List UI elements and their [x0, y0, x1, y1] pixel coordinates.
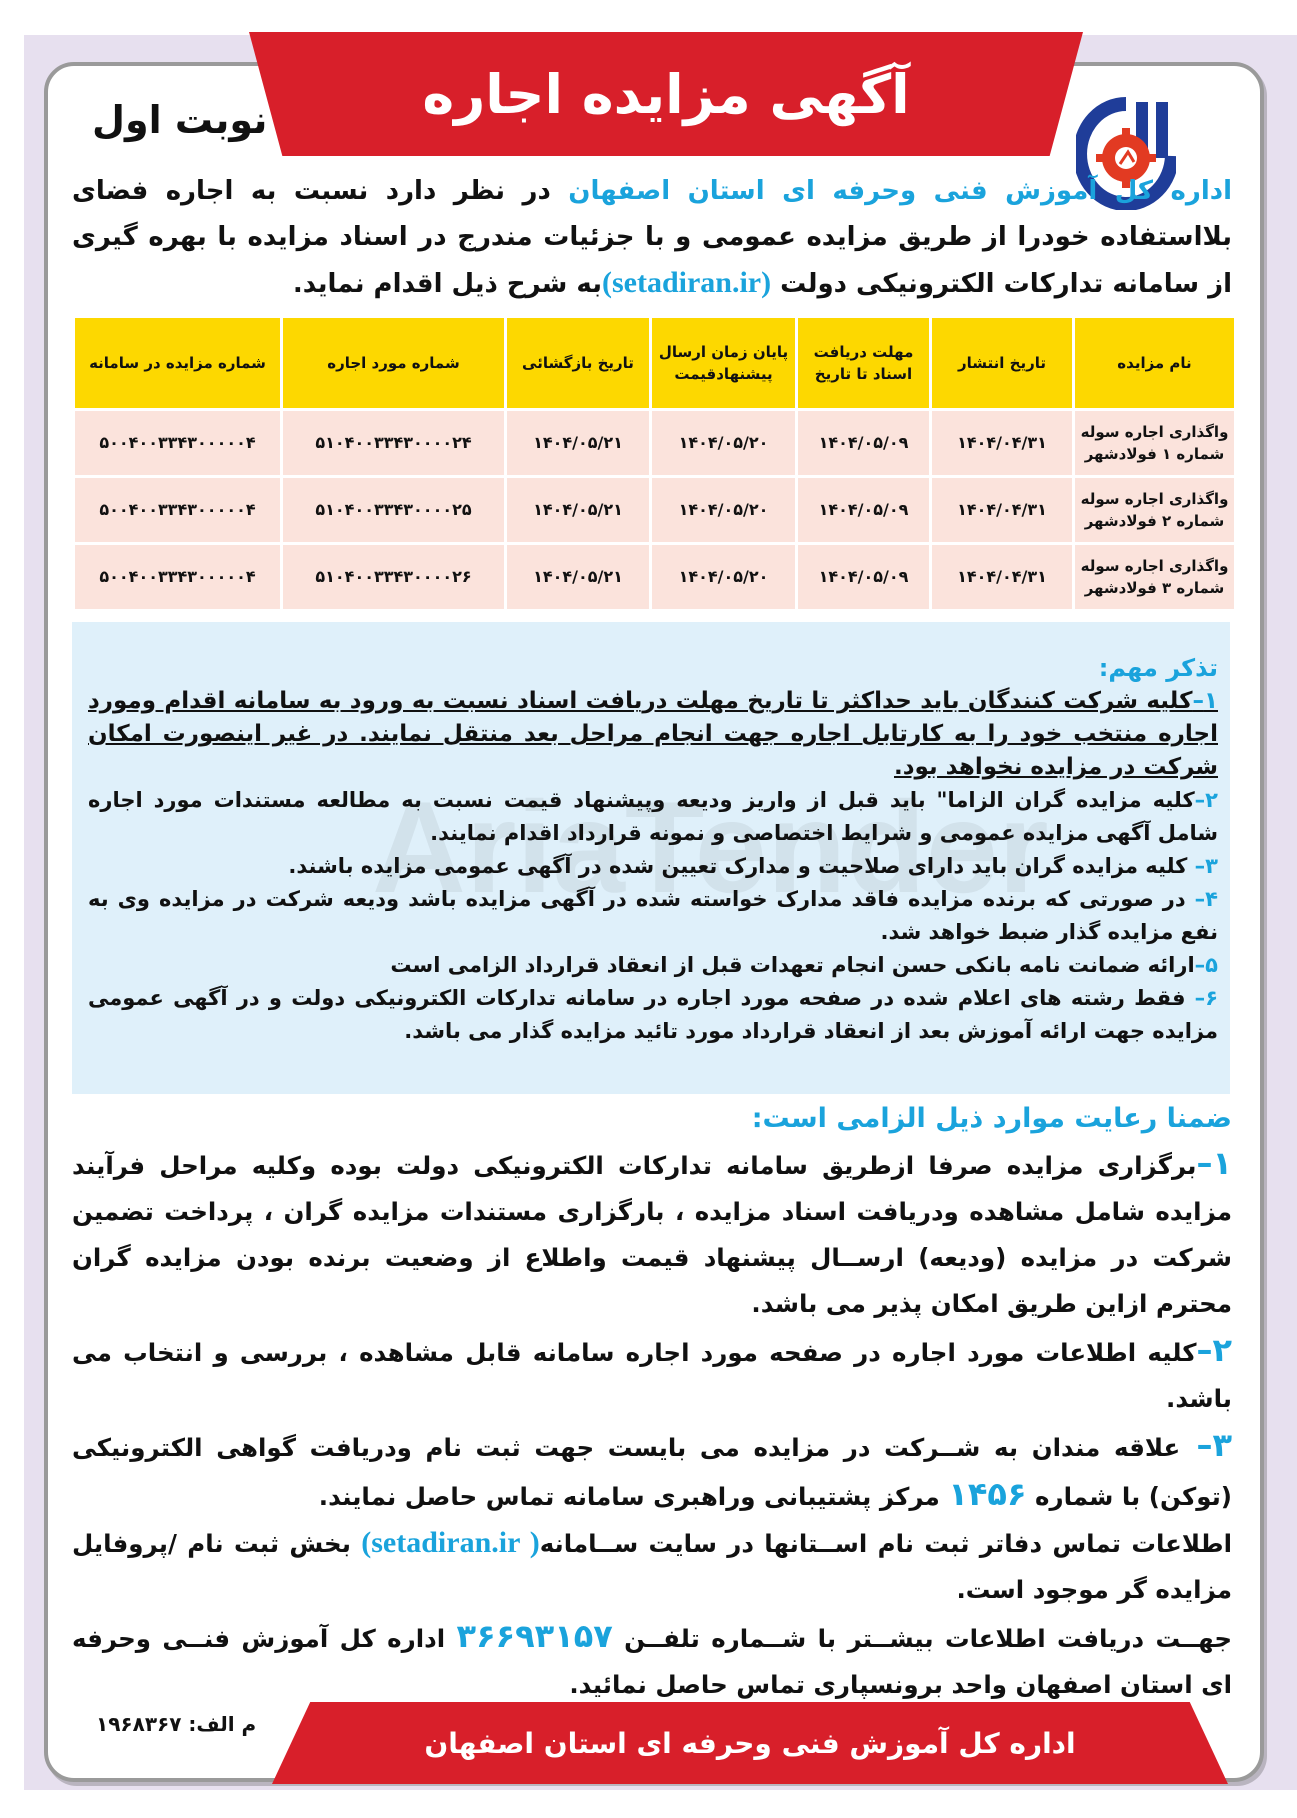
- requirements-title: ضمنا رعایت موارد ذیل الزامی است:: [751, 1103, 1232, 1134]
- cell-opening-date: ۱۴۰۴/۰۵/۲۱: [504, 542, 652, 612]
- more-info: جهــت دریافت اطلاعات بیشــتر با شــماره …: [72, 1613, 1232, 1708]
- table-row: واگذاری اجاره سوله شماره ۱ فولادشهر ۱۴۰۴…: [72, 408, 1237, 478]
- cell-lease-number: ۵۱۰۴۰۰۳۳۴۳۰۰۰۰۲۶: [280, 542, 507, 612]
- note-number: ۵–: [1194, 953, 1218, 977]
- contact-info: اطلاعات تماس دفاتر ثبت نام اســتانها در …: [72, 1520, 1232, 1613]
- table-header-row: نام مزایده تاریخ انتشار مهلت دریافت اسنا…: [72, 315, 1237, 411]
- requirement-number: ۲–: [1196, 1331, 1232, 1369]
- cell-publish-date: ۱۴۰۴/۰۴/۳۱: [929, 408, 1075, 478]
- setadiran-link[interactable]: ( setadiran.ir): [361, 1526, 540, 1559]
- cell-auction-name: واگذاری اجاره سوله شماره ۳ فولادشهر: [1072, 542, 1237, 612]
- reference-number: م الف: ۱۹۶۸۳۶۷: [96, 1712, 257, 1736]
- header-document-deadline: مهلت دریافت اسناد تا تاریخ: [795, 315, 932, 411]
- cell-system-auction-number: ۵۰۰۴۰۰۳۳۴۳۰۰۰۰۰۴: [72, 408, 283, 478]
- note-number: ۲–: [1194, 788, 1218, 812]
- cell-opening-date: ۱۴۰۴/۰۵/۲۱: [504, 408, 652, 478]
- note-item: ۶– فقط رشته های اعلام شده در صفحه مورد ا…: [88, 982, 1218, 1048]
- footer-banner: اداره کل آموزش فنی وحرفه ای استان اصفهان: [272, 1702, 1228, 1784]
- cell-document-deadline: ۱۴۰۴/۰۵/۰۹: [795, 408, 932, 478]
- auction-table: نام مزایده تاریخ انتشار مهلت دریافت اسنا…: [72, 315, 1237, 612]
- intro-text-end: به شرح ذیل اقدام نماید.: [292, 269, 602, 299]
- note-text: فقط رشته های اعلام شده در صفحه مورد اجار…: [88, 986, 1218, 1043]
- requirement-number: ۱–: [1196, 1144, 1232, 1182]
- intro-text: در نظر دارد نسبت به اجاره فضای بلااستفاد…: [72, 176, 1232, 299]
- note-number: ۴–: [1185, 887, 1218, 911]
- requirement-text: مرکز پشتیبانی وراهبری سامانه تماس حاصل ن…: [318, 1482, 949, 1511]
- requirement-item: ۳– علاقه مندان به شــرکت در مزایده می با…: [72, 1422, 1232, 1520]
- note-item: ۱–کلیه شرکت کنندگان باید حداکثر تا تاریخ…: [88, 685, 1218, 784]
- info-text: جهــت دریافت اطلاعات بیشــتر با شــماره …: [612, 1624, 1232, 1653]
- header-publish-date: تاریخ انتشار: [929, 315, 1075, 411]
- cell-auction-name: واگذاری اجاره سوله شماره ۱ فولادشهر: [1072, 408, 1237, 478]
- note-number: ۱–: [1192, 688, 1218, 714]
- header-system-auction-number: شماره مزایده در سامانه: [72, 315, 283, 411]
- header-opening-date: تاریخ بازگشائی: [504, 315, 652, 411]
- requirement-text: علاقه مندان به شــرکت در مزایده می بایست…: [72, 1433, 1232, 1511]
- turn-label: نوبت اول: [92, 98, 268, 142]
- organization-name: اداره کل آموزش فنی وحرفه ای استان اصفهان: [568, 176, 1232, 206]
- cell-opening-date: ۱۴۰۴/۰۵/۲۱: [504, 475, 652, 545]
- organization-logo-icon: [1076, 97, 1176, 210]
- cell-system-auction-number: ۵۰۰۴۰۰۳۳۴۳۰۰۰۰۰۴: [72, 542, 283, 612]
- title-banner: آگهی مزایده اجاره: [249, 32, 1083, 156]
- info-text: اداره کل آموزش فنــی وحرفه ای استان اصفه…: [72, 1624, 1232, 1699]
- note-text: ارائه ضمانت نامه بانکی حسن انجام تعهدات …: [390, 953, 1195, 977]
- requirement-item: ۲–کلیه اطلاعات مورد اجاره در صفحه مورد ا…: [72, 1327, 1232, 1422]
- requirement-number: ۳–: [1180, 1426, 1233, 1464]
- note-text: کلیه مزایده گران باید دارای صلاحیت و مدا…: [288, 854, 1188, 878]
- note-text: در صورتی که برنده مزایده فاقد مدارک خواس…: [88, 887, 1218, 944]
- header-lease-number: شماره مورد اجاره: [280, 315, 507, 411]
- cell-system-auction-number: ۵۰۰۴۰۰۳۳۴۳۰۰۰۰۰۴: [72, 475, 283, 545]
- footer-organization: اداره کل آموزش فنی وحرفه ای استان اصفهان: [424, 1726, 1076, 1760]
- contact-text: بخش ثبت نام /پروفایل مزایده گر موجود است…: [72, 1529, 1232, 1604]
- requirement-text: کلیه اطلاعات مورد اجاره در صفحه مورد اجا…: [72, 1338, 1232, 1413]
- cell-lease-number: ۵۱۰۴۰۰۳۳۴۳۰۰۰۰۲۴: [280, 408, 507, 478]
- cell-document-deadline: ۱۴۰۴/۰۵/۰۹: [795, 475, 932, 545]
- note-text: کلیه شرکت کنندگان باید حداکثر تا تاریخ م…: [88, 688, 1218, 780]
- header-auction-name: نام مزایده: [1072, 315, 1237, 411]
- note-item: ۳– کلیه مزایده گران باید دارای صلاحیت و …: [88, 850, 1218, 883]
- note-text: کلیه مزایده گران الزاما" باید قبل از وار…: [88, 788, 1218, 845]
- cell-publish-date: ۱۴۰۴/۰۴/۳۱: [929, 475, 1075, 545]
- header-bid-deadline: پایان زمان ارسال پیشنهادقیمت: [649, 315, 798, 411]
- setadiran-link[interactable]: (setadiran.ir): [601, 266, 772, 299]
- support-phone-number: ۱۴۵۶: [948, 1475, 1027, 1513]
- cell-document-deadline: ۱۴۰۴/۰۵/۰۹: [795, 542, 932, 612]
- watermark-logo: AriaTender: [372, 774, 1049, 920]
- cell-auction-name: واگذاری اجاره سوله شماره ۲ فولادشهر: [1072, 475, 1237, 545]
- note-item: ۲–کلیه مزایده گران الزاما" باید قبل از و…: [88, 784, 1218, 850]
- contact-text: اطلاعات تماس دفاتر ثبت نام اســتانها در …: [539, 1529, 1232, 1558]
- note-number: ۶–: [1185, 986, 1219, 1010]
- note-item: ۴– در صورتی که برنده مزایده فاقد مدارک خ…: [88, 883, 1218, 949]
- cell-bid-deadline: ۱۴۰۴/۰۵/۲۰: [649, 475, 798, 545]
- requirements-section: ضمنا رعایت موارد ذیل الزامی است: ۱–برگزا…: [72, 1098, 1232, 1708]
- requirement-item: ۱–برگزاری مزایده صرفا ازطریق سامانه تدار…: [72, 1140, 1232, 1327]
- cell-bid-deadline: ۱۴۰۴/۰۵/۲۰: [649, 542, 798, 612]
- important-notes-box: AriaTender تذکر مهم: ۱–کلیه شرکت کنندگان…: [72, 622, 1230, 1094]
- phone-number: ۳۶۶۹۳۱۵۷: [456, 1617, 613, 1655]
- requirement-text: برگزاری مزایده صرفا ازطریق سامانه تدارکا…: [72, 1151, 1232, 1318]
- notes-title: تذکر مهم:: [1098, 654, 1218, 682]
- cell-publish-date: ۱۴۰۴/۰۴/۳۱: [929, 542, 1075, 612]
- intro-paragraph: اداره کل آموزش فنی وحرفه ای استان اصفهان…: [72, 168, 1232, 307]
- table-row: واگذاری اجاره سوله شماره ۳ فولادشهر ۱۴۰۴…: [72, 542, 1237, 612]
- page-title: آگهی مزایده اجاره: [422, 62, 910, 126]
- note-number: ۳–: [1187, 854, 1218, 878]
- cell-lease-number: ۵۱۰۴۰۰۳۳۴۳۰۰۰۰۲۵: [280, 475, 507, 545]
- table-row: واگذاری اجاره سوله شماره ۲ فولادشهر ۱۴۰۴…: [72, 475, 1237, 545]
- cell-bid-deadline: ۱۴۰۴/۰۵/۲۰: [649, 408, 798, 478]
- note-item: ۵–ارائه ضمانت نامه بانکی حسن انجام تعهدا…: [88, 949, 1218, 982]
